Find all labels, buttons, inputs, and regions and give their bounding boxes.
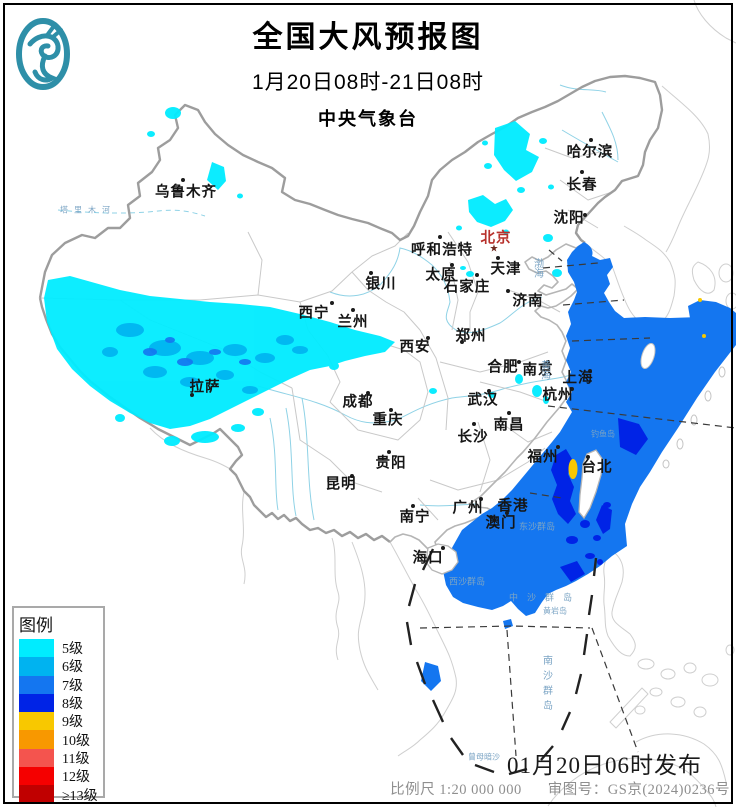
legend-label: ≥13级 — [62, 788, 98, 804]
legend-item: 8级 — [19, 693, 103, 713]
issue-time: 01月20日06时发布 — [507, 753, 702, 778]
legend-color-swatch — [19, 712, 54, 731]
legend-item: 11级 — [19, 748, 103, 768]
legend-item: 6级 — [19, 657, 103, 676]
page-title: 全国大风预报图 — [252, 21, 484, 54]
wind-area-7-sea — [421, 242, 736, 691]
map-scale-line: 比例尺 1:20 000 000 审图号：GS京(2024)0236号 — [390, 778, 730, 799]
legend: 图例 5级 6级 7级 8级 9级 10级 11级 12级 ≥13级 — [12, 606, 105, 804]
legend-label: 11级 — [62, 751, 90, 767]
legend-item: 10级 — [19, 730, 103, 749]
legend-color-swatch — [19, 639, 54, 658]
approval-number: 审图号：GS京(2024)0236号 — [547, 782, 730, 798]
wind-area-9-sea — [568, 298, 706, 479]
nine-dash-line — [405, 548, 598, 776]
sea-zone-lines — [419, 249, 736, 757]
hainan-island — [425, 543, 459, 575]
legend-title: 图例 — [19, 616, 53, 635]
legend-item: 5级 — [19, 639, 103, 658]
legend-item: 12级 — [19, 767, 103, 786]
forecast-period: 1月20日08时-21日08时 — [251, 71, 485, 94]
legend-label: 9级 — [62, 715, 83, 731]
legend-label: 10级 — [62, 733, 90, 749]
legend-color-swatch — [19, 675, 54, 694]
foreign-outlines — [149, 0, 736, 807]
wind-area-5-land — [44, 107, 562, 446]
legend-color-swatch — [19, 730, 54, 749]
legend-color-swatch — [19, 748, 54, 768]
map-header: 全国大风预报图 1月20日08时-21日08时 中央气象台 — [0, 0, 736, 131]
legend-color-swatch — [19, 693, 54, 713]
legend-label: 7级 — [62, 678, 83, 694]
legend-color-swatch — [19, 785, 54, 804]
jeju-island — [640, 342, 656, 370]
legend-label: 6级 — [62, 660, 83, 676]
cma-logo-icon — [16, 18, 70, 90]
legend-rows: 5级 6级 7级 8级 9级 10级 11级 12级 ≥13级 — [19, 639, 103, 804]
legend-item: 7级 — [19, 675, 103, 694]
wind-area-8-sea — [551, 418, 648, 582]
legend-item: 9级 — [19, 712, 103, 731]
legend-label: 12级 — [62, 770, 90, 786]
wind-area-7-land — [143, 337, 251, 366]
agency-name: 中央气象台 — [318, 109, 418, 129]
legend-color-swatch — [19, 767, 54, 786]
taiwan-island — [578, 449, 604, 520]
legend-color-swatch — [19, 657, 54, 676]
legend-item: ≥13级 — [19, 785, 103, 804]
scale-text: 比例尺 1:20 000 000 — [390, 782, 522, 798]
legend-label: 8级 — [62, 697, 83, 713]
legend-label: 5级 — [62, 642, 83, 658]
wind-area-6-land — [102, 323, 308, 394]
